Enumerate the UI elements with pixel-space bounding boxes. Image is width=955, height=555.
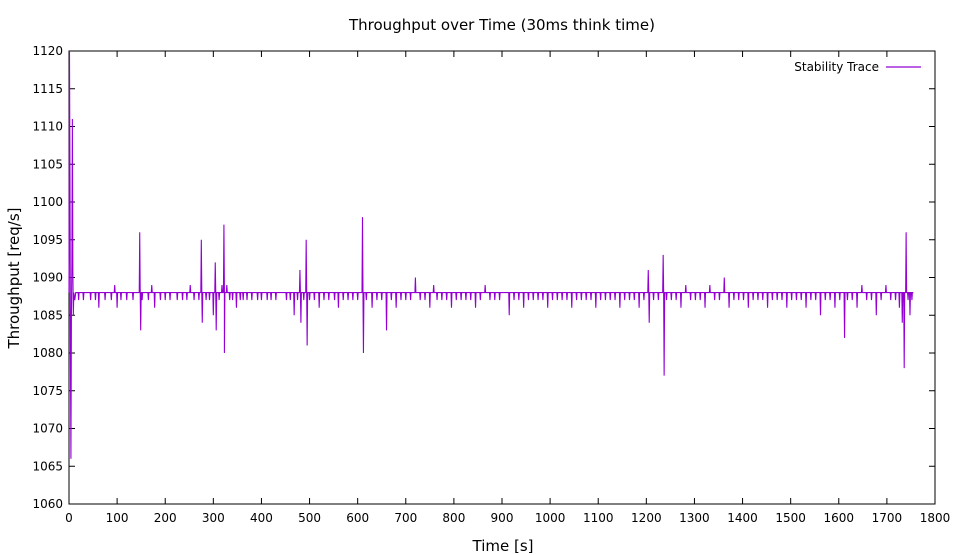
y-tick-label: 1080 [32, 346, 63, 360]
x-tick-label: 1400 [727, 511, 758, 525]
y-tick-label: 1090 [32, 271, 63, 285]
x-tick-label: 600 [346, 511, 369, 525]
series-line-stability-trace [68, 50, 914, 459]
legend: Stability Trace [794, 60, 921, 74]
x-tick-label: 500 [298, 511, 321, 525]
x-tick-label: 200 [154, 511, 177, 525]
y-axis-title: Throughput [req/s] [5, 207, 23, 349]
y-tick-label: 1100 [32, 195, 63, 209]
x-tick-label: 0 [65, 511, 73, 525]
x-tick-label: 1800 [920, 511, 951, 525]
x-tick-label: 1100 [583, 511, 614, 525]
x-tick-label: 1300 [679, 511, 710, 525]
x-tick-label: 1500 [775, 511, 806, 525]
x-axis-title: Time [s] [472, 537, 534, 555]
y-tick-label: 1075 [32, 384, 63, 398]
y-tick-label: 1110 [32, 120, 63, 134]
series-group [68, 50, 914, 459]
x-tick-label: 1700 [872, 511, 903, 525]
y-tick-label: 1060 [32, 497, 63, 511]
y-tick-label: 1095 [32, 233, 63, 247]
chart-title: Throughput over Time (30ms think time) [348, 16, 655, 34]
y-tick-label: 1070 [32, 422, 63, 436]
x-tick-label: 700 [394, 511, 417, 525]
y-tick-label: 1120 [32, 44, 63, 58]
x-tick-label: 1000 [535, 511, 566, 525]
x-tick-label: 100 [106, 511, 129, 525]
x-tick-label: 1200 [631, 511, 662, 525]
y-tick-label: 1065 [32, 459, 63, 473]
plot-frame [68, 50, 936, 505]
y-tick-label: 1085 [32, 308, 63, 322]
y-tick-label: 1105 [32, 157, 63, 171]
x-tick-label: 1600 [824, 511, 855, 525]
legend-label-stability-trace: Stability Trace [794, 60, 879, 74]
y-axis: 1060 1065 1070 1075 1080 1085 1090 1095 1100 1105… [32, 44, 935, 511]
x-tick-label: 400 [250, 511, 273, 525]
x-tick-label: 800 [442, 511, 465, 525]
y-tick-label: 1115 [32, 82, 63, 96]
x-axis: 0 100 200 300 400 500 600 700 800 900 1000 1100 1200… [65, 51, 950, 525]
x-tick-label: 900 [491, 511, 514, 525]
x-tick-label: 300 [202, 511, 225, 525]
